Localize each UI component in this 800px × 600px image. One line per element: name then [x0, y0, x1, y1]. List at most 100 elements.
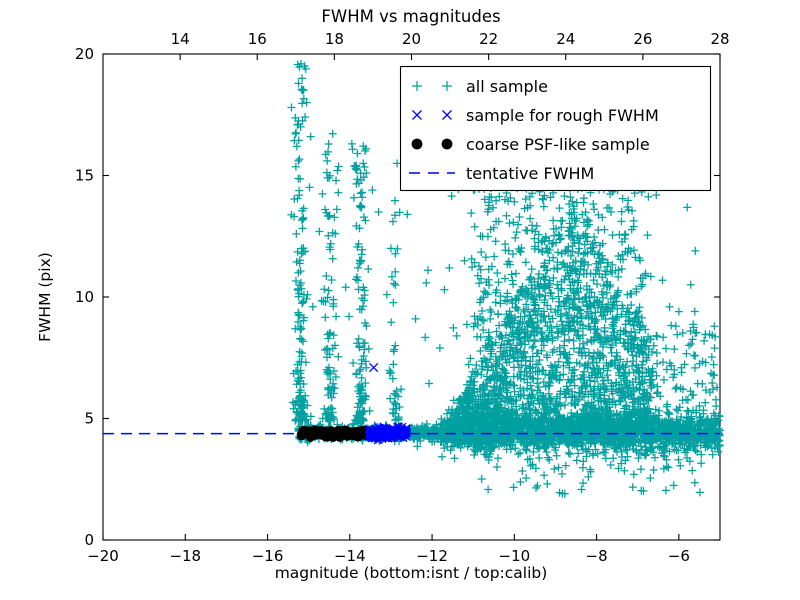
data-point-plus [468, 392, 477, 401]
data-point-plus [564, 448, 573, 457]
data-point-plus [538, 392, 547, 401]
data-point-plus [294, 174, 303, 183]
data-point-plus [550, 406, 559, 415]
top-tick-label: 22 [479, 30, 498, 48]
data-point-plus [354, 334, 363, 343]
data-point-plus [525, 401, 534, 410]
data-point-plus [631, 411, 640, 420]
data-point-plus [502, 445, 511, 454]
data-point-plus [528, 392, 537, 401]
data-point-plus [508, 276, 517, 285]
data-point-plus [546, 305, 555, 314]
data-point-plus [526, 372, 535, 381]
data-point-plus [623, 357, 632, 366]
data-point-plus [507, 406, 516, 415]
data-point-plus [578, 370, 587, 379]
data-point-plus [352, 275, 361, 284]
data-point-plus [526, 437, 535, 446]
data-point-plus [559, 349, 568, 358]
data-point-plus [628, 206, 637, 215]
data-point-plus [584, 472, 593, 481]
data-point-plus [606, 359, 615, 368]
data-point-plus [517, 285, 526, 294]
top-tick-label: 20 [402, 30, 421, 48]
data-point-plus [535, 355, 544, 364]
data-point-plus [486, 438, 495, 447]
data-point-plus [560, 192, 569, 201]
data-point-plus [548, 436, 557, 445]
data-point-plus [597, 397, 606, 406]
data-point-plus [559, 259, 568, 268]
data-point-plus [500, 274, 509, 283]
data-point-plus [691, 446, 700, 455]
data-point-plus [324, 286, 333, 295]
data-point-plus [291, 129, 300, 138]
data-point-plus [565, 335, 574, 344]
data-point-plus [530, 335, 539, 344]
data-point-plus [611, 400, 620, 409]
data-point-plus [566, 450, 575, 459]
data-point-plus [297, 216, 306, 225]
data-point-plus [649, 466, 658, 475]
data-point-plus [568, 387, 577, 396]
data-point-plus [535, 453, 544, 462]
data-point-plus [512, 294, 521, 303]
data-point-plus [527, 265, 536, 274]
data-point-plus [555, 488, 564, 497]
data-point-plus [509, 372, 518, 381]
data-point-plus [490, 443, 499, 452]
data-point-plus [654, 411, 663, 420]
data-point-plus [623, 452, 632, 461]
data-point-plus [323, 293, 332, 302]
data-point-plus [553, 332, 562, 341]
data-point-plus [457, 403, 466, 412]
data-point-plus [415, 433, 424, 442]
data-point-plus [306, 132, 315, 141]
data-point-plus [348, 145, 357, 154]
data-point-plus [571, 257, 580, 266]
data-point-plus [650, 453, 659, 462]
data-point-plus [484, 485, 493, 494]
data-point-plus [322, 271, 331, 280]
data-point-plus [617, 459, 626, 468]
data-point-plus [328, 344, 337, 353]
data-point-plus [595, 349, 604, 358]
data-point-plus [557, 284, 566, 293]
data-point-plus [328, 254, 337, 263]
data-point-plus [701, 443, 710, 452]
data-point-plus [559, 361, 568, 370]
data-point-plus [454, 431, 463, 440]
data-point-plus [451, 407, 460, 416]
data-point-plus [704, 417, 713, 426]
data-point-plus [295, 155, 304, 164]
data-point-plus [522, 445, 531, 454]
data-point-plus [652, 348, 661, 357]
data-point-plus [540, 435, 549, 444]
data-point-plus [536, 414, 545, 423]
data-point-plus [639, 487, 648, 496]
data-point-plus [540, 191, 549, 200]
data-point-plus [526, 409, 535, 418]
data-point-plus [356, 384, 365, 393]
data-point-plus [585, 373, 594, 382]
data-point-plus [632, 287, 641, 296]
data-point-plus [411, 314, 420, 323]
data-point-plus [586, 376, 595, 385]
data-point-plus [296, 278, 305, 287]
data-point-plus [619, 374, 628, 383]
data-point-plus [294, 377, 303, 386]
data-point-plus [495, 407, 504, 416]
data-point-plus [319, 297, 328, 306]
data-point-plus [329, 295, 338, 304]
data-point-plus [528, 435, 537, 444]
data-point-plus [562, 436, 571, 445]
data-point-plus [601, 454, 610, 463]
data-point-plus [634, 454, 643, 463]
data-point-plus [452, 331, 461, 340]
data-point-plus [345, 312, 354, 321]
data-point-plus [664, 463, 673, 472]
data-point-plus [516, 477, 525, 486]
data-point-plus [599, 353, 608, 362]
data-point-plus [293, 247, 302, 256]
data-point-plus [498, 334, 507, 343]
